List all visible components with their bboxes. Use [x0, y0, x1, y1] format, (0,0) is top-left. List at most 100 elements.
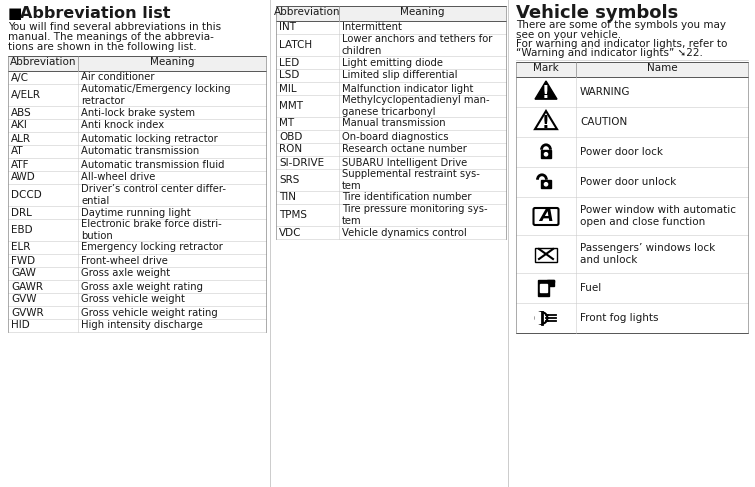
- Text: Gross axle weight: Gross axle weight: [81, 268, 170, 279]
- Text: GVW: GVW: [11, 295, 36, 304]
- Text: HID: HID: [11, 320, 29, 331]
- Text: For warning and indicator lights, refer to: For warning and indicator lights, refer …: [516, 39, 727, 49]
- Text: TPMS: TPMS: [279, 210, 307, 220]
- Text: Automatic transmission: Automatic transmission: [81, 147, 199, 156]
- Text: LED: LED: [279, 57, 299, 68]
- Bar: [535, 247, 557, 262]
- Text: Research octane number: Research octane number: [342, 145, 467, 154]
- Text: GVWR: GVWR: [11, 307, 44, 318]
- Text: Front fog lights: Front fog lights: [580, 313, 658, 323]
- Text: see on your vehicle.: see on your vehicle.: [516, 30, 621, 39]
- Text: Power window with automatic
open and close function: Power window with automatic open and clo…: [580, 205, 736, 227]
- Circle shape: [544, 152, 547, 156]
- Text: EBD: EBD: [11, 225, 32, 235]
- Text: Abbreviation: Abbreviation: [274, 7, 341, 17]
- Text: Manual transmission: Manual transmission: [342, 118, 445, 129]
- Text: Abbreviation list: Abbreviation list: [20, 6, 171, 21]
- Text: RON: RON: [279, 145, 302, 154]
- Text: LATCH: LATCH: [279, 40, 312, 50]
- Text: manual. The meanings of the abbrevia-: manual. The meanings of the abbrevia-: [8, 32, 214, 42]
- Text: Gross vehicle weight: Gross vehicle weight: [81, 295, 185, 304]
- Text: DRL: DRL: [11, 207, 32, 218]
- Text: Mark: Mark: [533, 63, 559, 73]
- Text: ATF: ATF: [11, 160, 29, 169]
- Text: !: !: [542, 114, 550, 132]
- Text: On-board diagnostics: On-board diagnostics: [342, 131, 448, 142]
- Text: Passengers’ windows lock
and unlock: Passengers’ windows lock and unlock: [580, 243, 715, 265]
- Text: Electronic brake force distri-
bution: Electronic brake force distri- bution: [81, 219, 222, 241]
- Text: A: A: [539, 207, 553, 225]
- Text: SRS: SRS: [279, 175, 300, 185]
- Text: Meaning: Meaning: [149, 57, 194, 67]
- Text: Gross vehicle weight rating: Gross vehicle weight rating: [81, 307, 217, 318]
- Text: Vehicle symbols: Vehicle symbols: [516, 4, 678, 22]
- Text: AWD: AWD: [11, 172, 35, 183]
- Text: Daytime running light: Daytime running light: [81, 207, 191, 218]
- Text: Light emitting diode: Light emitting diode: [342, 57, 443, 68]
- FancyBboxPatch shape: [541, 150, 551, 158]
- Text: Emergency locking retractor: Emergency locking retractor: [81, 243, 223, 252]
- Text: Front-wheel drive: Front-wheel drive: [81, 256, 168, 265]
- Text: GAWR: GAWR: [11, 281, 43, 292]
- Bar: [516, 62, 748, 77]
- Text: Tire pressure monitoring sys-
tem: Tire pressure monitoring sys- tem: [342, 204, 488, 226]
- Text: tions are shown in the following list.: tions are shown in the following list.: [8, 42, 196, 52]
- Text: VDC: VDC: [279, 227, 301, 238]
- Text: Vehicle dynamics control: Vehicle dynamics control: [342, 227, 467, 238]
- Text: Lower anchors and tethers for
children: Lower anchors and tethers for children: [342, 34, 492, 56]
- Text: CAUTION: CAUTION: [580, 117, 627, 127]
- Text: Abbreviation: Abbreviation: [10, 57, 76, 67]
- Text: GAW: GAW: [11, 268, 36, 279]
- Text: Supplemental restraint sys-
tem: Supplemental restraint sys- tem: [342, 169, 480, 191]
- FancyBboxPatch shape: [541, 180, 551, 188]
- Bar: [8, 56, 266, 71]
- Text: A/C: A/C: [11, 73, 29, 82]
- Text: Automatic/Emergency locking
retractor: Automatic/Emergency locking retractor: [81, 84, 230, 106]
- Text: Gross axle weight rating: Gross axle weight rating: [81, 281, 203, 292]
- Text: FWD: FWD: [11, 256, 35, 265]
- Text: High intensity discharge: High intensity discharge: [81, 320, 203, 331]
- Bar: [276, 6, 506, 21]
- Bar: [540, 284, 547, 292]
- Text: ■: ■: [8, 6, 23, 21]
- Circle shape: [544, 183, 547, 186]
- Text: Power door lock: Power door lock: [580, 147, 663, 157]
- Polygon shape: [535, 111, 557, 129]
- Bar: [547, 280, 554, 281]
- Text: Name: Name: [647, 63, 677, 73]
- Bar: [538, 280, 549, 296]
- Text: Meaning: Meaning: [400, 7, 445, 17]
- Text: Intermittent: Intermittent: [342, 22, 402, 33]
- Text: OBD: OBD: [279, 131, 302, 142]
- Text: All-wheel drive: All-wheel drive: [81, 172, 156, 183]
- Text: WARNING: WARNING: [580, 87, 630, 97]
- Bar: [549, 280, 554, 286]
- Text: LSD: LSD: [279, 71, 300, 80]
- Text: A/ELR: A/ELR: [11, 90, 41, 100]
- Circle shape: [535, 312, 547, 324]
- Text: Driver’s control center differ-
ential: Driver’s control center differ- ential: [81, 184, 226, 206]
- Text: MMT: MMT: [279, 101, 303, 111]
- Text: “Warning and indicator lights” ➘22.: “Warning and indicator lights” ➘22.: [516, 49, 703, 58]
- Text: ALR: ALR: [11, 133, 31, 144]
- Text: Tire identification number: Tire identification number: [342, 192, 472, 203]
- Text: Anti-lock brake system: Anti-lock brake system: [81, 108, 195, 117]
- Text: Limited slip differential: Limited slip differential: [342, 71, 458, 80]
- Text: MT: MT: [279, 118, 294, 129]
- Text: Malfunction indicator light: Malfunction indicator light: [342, 83, 473, 94]
- Text: MIL: MIL: [279, 83, 297, 94]
- Text: Power door unlock: Power door unlock: [580, 177, 676, 187]
- Text: ABS: ABS: [11, 108, 32, 117]
- Text: You will find several abbreviations in this: You will find several abbreviations in t…: [8, 22, 221, 32]
- Text: Methylcyclopentadienyl man-
ganese tricarbonyl: Methylcyclopentadienyl man- ganese trica…: [342, 95, 490, 117]
- Text: ELR: ELR: [11, 243, 30, 252]
- Text: SUBARU Intelligent Drive: SUBARU Intelligent Drive: [342, 157, 467, 168]
- Text: Automatic transmission fluid: Automatic transmission fluid: [81, 160, 224, 169]
- Text: AT: AT: [11, 147, 23, 156]
- Text: INT: INT: [279, 22, 296, 33]
- Text: Anti knock index: Anti knock index: [81, 120, 164, 131]
- Text: Fuel: Fuel: [580, 283, 601, 293]
- Text: DCCD: DCCD: [11, 190, 42, 200]
- Text: AKI: AKI: [11, 120, 28, 131]
- Text: SI-DRIVE: SI-DRIVE: [279, 157, 324, 168]
